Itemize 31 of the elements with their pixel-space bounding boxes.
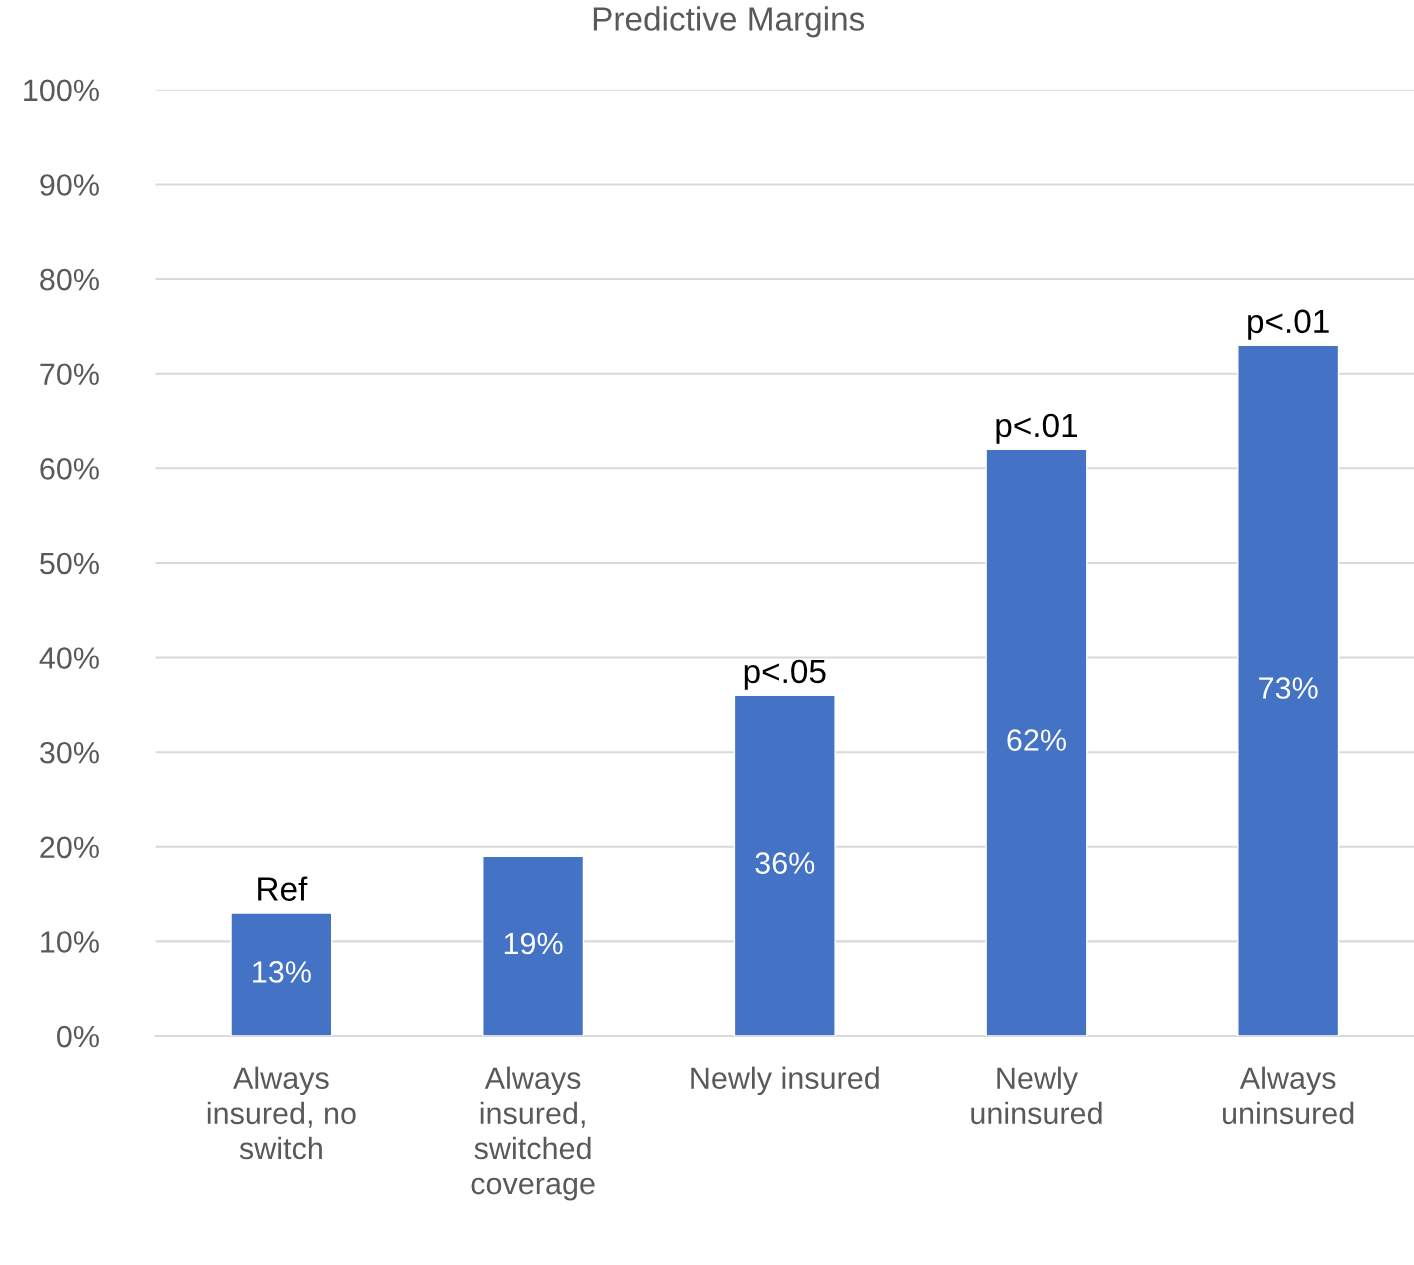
bar: [1237, 344, 1340, 1037]
y-tick-label: 20%: [40, 836, 99, 859]
x-tick-label: Newly insured: [691, 1066, 879, 1096]
y-tick-label: 100%: [24, 79, 99, 102]
y-tick-label: 0%: [57, 1025, 99, 1048]
y-tick-label: 60%: [40, 458, 99, 480]
y-tick-label: 70%: [40, 363, 99, 386]
bar: [733, 694, 836, 1037]
annotation: p<.05: [744, 659, 826, 690]
chart-title: Predictive Margins: [593, 6, 865, 38]
y-tick-label: 80%: [40, 268, 99, 291]
y-tick-label: 90%: [40, 174, 99, 196]
y-tick-label: 40%: [39, 647, 99, 669]
annotation: Ref: [258, 876, 308, 901]
y-tick-label: 30%: [40, 741, 99, 764]
x-tick-label: Always insured, no switch: [207, 1066, 356, 1160]
bar: [230, 912, 333, 1037]
data-label: 73%: [1259, 677, 1318, 699]
x-tick-label: Newly uninsured: [971, 1066, 1102, 1125]
y-tick-label: 10%: [41, 931, 99, 953]
annotation: p<.01: [1248, 309, 1329, 340]
data-label: 19%: [504, 932, 563, 955]
data-label: 13%: [253, 961, 311, 983]
data-label: 62%: [1007, 729, 1066, 751]
x-tick-label: Always insured, switched coverage: [471, 1066, 595, 1201]
data-label: 36%: [755, 852, 815, 874]
x-tick-label: Always uninsured: [1223, 1066, 1354, 1125]
bar: [985, 448, 1088, 1037]
y-tick-label: 50%: [40, 552, 99, 575]
bar: [482, 855, 585, 1037]
annotation: p<.01: [996, 413, 1078, 444]
